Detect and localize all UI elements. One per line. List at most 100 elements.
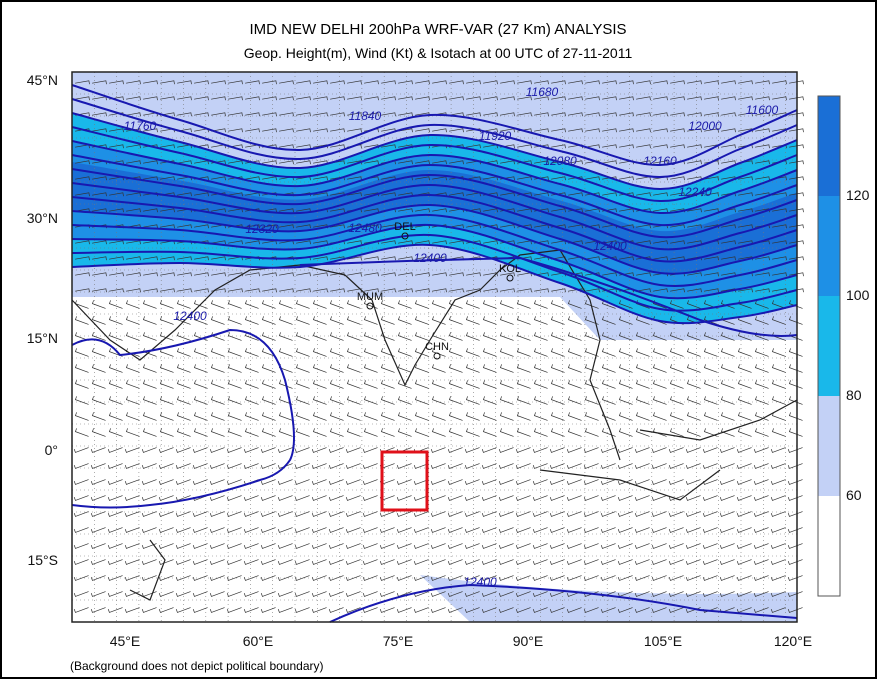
wind-barb [74,412,89,421]
wind-barb [602,160,617,165]
wind-barb [670,112,685,117]
lon-label: 45°E [110,633,141,649]
wind-barb [635,348,650,357]
wind-barb [329,380,344,389]
wind-barb [566,559,582,565]
wind-barb [482,348,497,357]
wind-barb [415,272,430,277]
wind-barb [91,332,106,341]
wind-barb [295,412,310,421]
wind-barb [260,543,276,549]
wind-barb [279,80,294,85]
wind-barb [466,224,481,229]
wind-barb [448,300,463,309]
lon-label: 120°E [774,633,812,649]
wind-barb [432,272,447,277]
wind-barb [414,316,429,325]
wind-barb [619,80,634,85]
wind-barb [74,332,89,341]
wind-barb [75,272,90,277]
wind-barb [143,128,158,133]
wind-barb [483,96,498,101]
contour-line [71,98,798,179]
wind-barb [719,511,735,517]
wind-barb [160,112,175,117]
wind-barb [517,144,532,149]
wind-barb [109,80,124,85]
wind-barb [668,527,684,533]
wind-barb [550,380,565,389]
wind-barb [566,591,582,597]
wind-barb [364,192,379,197]
wind-barb [413,575,429,581]
wind-barb [313,80,328,85]
wind-barb [533,364,548,373]
wind-barb [158,511,174,517]
wind-barb [787,591,803,597]
wind-barb [296,144,311,149]
wind-barb [345,447,361,453]
wind-barb [651,575,667,581]
wind-barb [635,300,650,309]
wind-barb [90,447,106,453]
wind-barb [753,463,769,469]
wind-barb [279,288,294,293]
wind-barb [668,495,684,501]
wind-barb [432,80,447,85]
wind-barb [415,256,430,261]
wind-barb [448,348,463,357]
wind-barb [602,144,617,149]
wind-barb [549,527,565,533]
wind-barb [313,240,328,245]
wind-barb [398,208,413,213]
wind-barb [584,364,599,373]
wind-barb [668,591,684,597]
wind-barb [651,479,667,485]
wind-barb [787,511,803,517]
wind-barb [652,332,667,341]
wind-barb [192,463,208,469]
wind-barb [721,224,736,229]
wind-barb [244,300,259,309]
wind-barb [601,380,616,389]
wind-barb [566,527,582,533]
wind-barb [294,591,310,597]
wind-barb [396,527,412,533]
wind-barb [125,412,140,421]
wind-barb [108,332,123,341]
wind-barb [566,495,582,501]
wind-barb [175,447,191,453]
wind-barb [279,208,294,213]
wind-barb [755,160,770,165]
wind-barb [397,412,412,421]
contour-line [71,233,798,312]
wind-barb [703,348,718,357]
wind-barb [313,288,328,293]
wind-barb [226,591,242,597]
wind-barb [347,176,362,181]
contour-line [71,203,798,275]
wind-barb [498,527,514,533]
wind-barb [194,288,209,293]
wind-barb [550,428,565,437]
wind-barb [296,224,311,229]
wind-barb [262,96,277,101]
wind-barb [770,607,786,613]
wind-barb [686,300,701,309]
wind-barb [464,495,480,501]
wind-barb [736,447,752,453]
wind-barb [228,128,243,133]
wind-barb [193,316,208,325]
wind-barb [704,192,719,197]
wind-barb [413,479,429,485]
wind-barb [772,256,787,261]
wind-barb [516,428,531,437]
wind-barb [91,380,106,389]
wind-barb [347,96,362,101]
wind-barb [449,160,464,165]
wind-barb [362,591,378,597]
wind-barb [262,160,277,165]
wind-barb [330,96,345,101]
wind-barb [567,380,582,389]
